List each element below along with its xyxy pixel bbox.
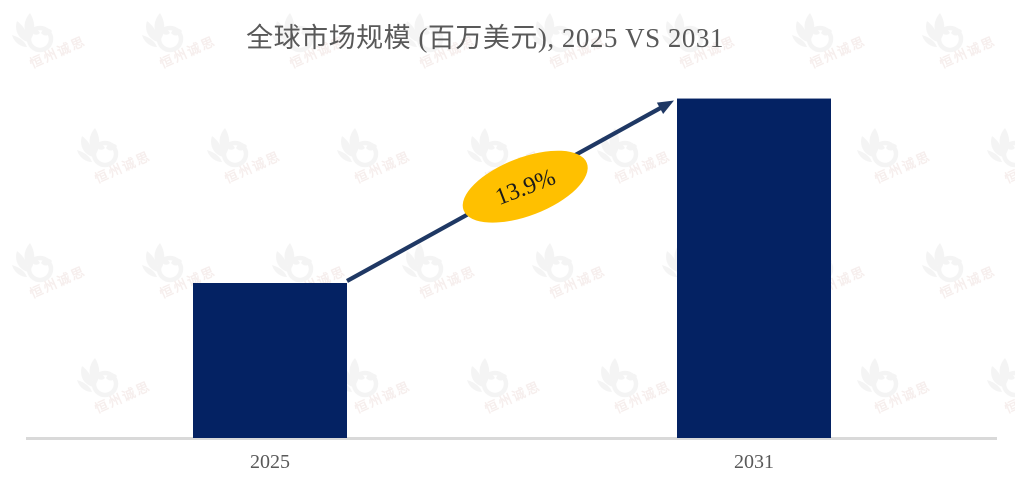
growth-annotation-ellipse bbox=[462, 150, 588, 223]
x-tick-2031: 2031 bbox=[734, 451, 774, 473]
bar-2031 bbox=[677, 98, 831, 439]
x-tick-2025: 2025 bbox=[250, 451, 290, 473]
growth-annotation: 13.9% bbox=[462, 150, 588, 223]
growth-arrow-head bbox=[656, 100, 674, 114]
bar-2025 bbox=[193, 283, 347, 438]
chart-title: 全球市场规模 (百万美元), 2025 VS 2031 bbox=[246, 23, 724, 53]
